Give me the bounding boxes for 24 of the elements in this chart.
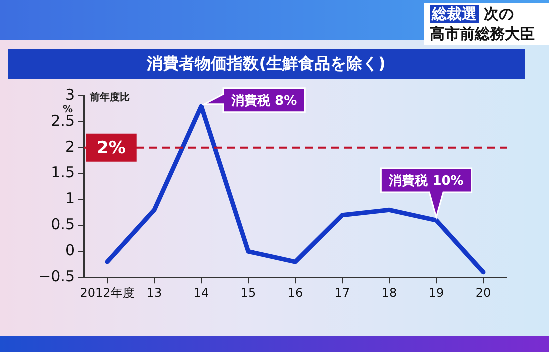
x-tick-label: 18 bbox=[382, 286, 398, 300]
y-tick-label: −0.5 bbox=[38, 267, 75, 286]
y-tick-label: 1.5 bbox=[51, 164, 75, 182]
y-tick-label: 1 bbox=[65, 190, 75, 208]
y-tick-label: 2 bbox=[65, 138, 75, 156]
x-tick-label: 2012年度 bbox=[80, 286, 135, 300]
y-tick-label: 3 bbox=[65, 86, 75, 104]
x-tick-label: 16 bbox=[288, 286, 304, 300]
text: 次の bbox=[484, 5, 514, 23]
chart-title: 消費者物価指数(生鮮食品を除く) bbox=[8, 49, 525, 79]
text: 高市前総務大臣 bbox=[430, 24, 536, 44]
y-axis-title: 前年度比 bbox=[89, 92, 130, 104]
annotation: 消費税 8% bbox=[230, 92, 298, 109]
x-tick-label: 17 bbox=[334, 286, 350, 300]
x-tick-label: 13 bbox=[146, 286, 162, 300]
y-tick-label: 0 bbox=[65, 242, 75, 260]
annotation: 消費税 10% bbox=[388, 172, 464, 189]
x-tick-label: 20 bbox=[476, 286, 492, 300]
y-tick-label: 0.5 bbox=[51, 216, 75, 234]
x-tick-label: 15 bbox=[240, 286, 256, 300]
x-tick-label: 19 bbox=[428, 286, 444, 300]
x-tick-label: 14 bbox=[194, 286, 210, 300]
text: 総裁選 bbox=[430, 5, 479, 23]
ref-line-label: 2% bbox=[96, 138, 126, 158]
